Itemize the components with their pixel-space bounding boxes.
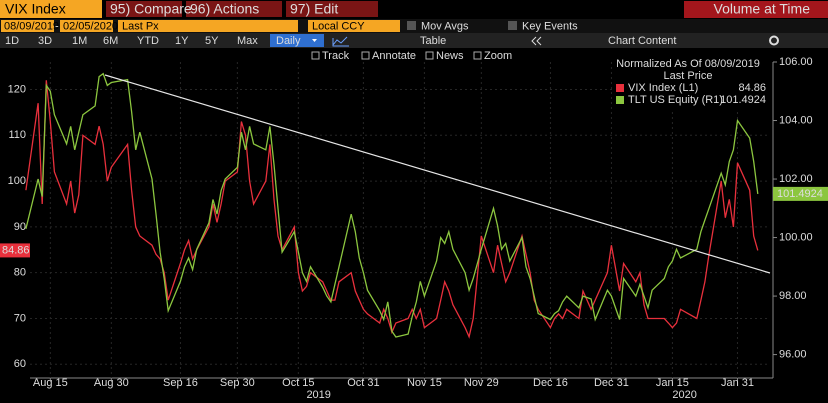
year-label: 2019 (306, 389, 330, 401)
y2-tick-label: 102.00 (779, 173, 813, 185)
x-tick-label: Jan 15 (656, 377, 689, 389)
y-tick-label: 70 (14, 312, 26, 324)
ticker: VIX Index (5, 1, 66, 17)
collapse-icon[interactable] (531, 36, 542, 46)
legend-title: Normalized As Of 08/09/2019 (616, 58, 760, 70)
y-tick-label: 90 (14, 221, 26, 233)
period-button[interactable]: YTD (137, 35, 159, 47)
tool-icon (473, 51, 482, 60)
dropdown-arrow (312, 39, 317, 42)
x-tick-label: Aug 15 (33, 377, 68, 389)
legend-swatch (616, 96, 624, 104)
chart-type-icon[interactable] (332, 36, 349, 47)
y2-tick-label: 104.00 (779, 114, 813, 126)
y2-tick-label: 100.00 (779, 231, 813, 243)
last-value-box (0, 243, 30, 258)
period-button[interactable]: 3D (38, 35, 52, 47)
tool-button[interactable]: Track (322, 50, 350, 62)
volume-button[interactable] (684, 1, 828, 18)
x-tick-label: Dec 31 (594, 377, 629, 389)
periods: 1D 3D 1M 6M YTD 1Y 5Y Max (5, 35, 258, 47)
tool-icon (425, 51, 434, 60)
checkbox[interactable] (407, 21, 416, 30)
separator: - (55, 20, 59, 32)
settings-icon[interactable] (769, 35, 779, 46)
trend-line (104, 74, 771, 274)
period-button[interactable]: 1D (5, 35, 19, 47)
x-tick-label: Dec 16 (533, 377, 568, 389)
chart-content[interactable]: Chart Content (608, 35, 676, 47)
last-value: 84.86 (2, 244, 30, 256)
tools: Track Annotate News Zoom (311, 50, 512, 62)
legend-swatch (616, 84, 624, 92)
field: Last Px (122, 20, 159, 32)
date-field[interactable] (60, 20, 113, 32)
x-tick-label: Sep 16 (163, 377, 198, 389)
legend-value: 101.4924 (720, 94, 766, 106)
currency: Local CCY (312, 20, 365, 32)
date-field[interactable] (1, 20, 54, 32)
x-tick-label: Nov 29 (464, 377, 499, 389)
menu: 96) Actions (190, 1, 259, 17)
y-tick-label: 110 (8, 129, 26, 141)
period-button[interactable]: 5Y (205, 35, 219, 47)
x-tick-label: Oct 31 (347, 377, 379, 389)
field-select[interactable] (118, 20, 298, 32)
x-tick-label: Jan 31 (721, 377, 754, 389)
checkbox[interactable] (508, 21, 517, 30)
table-button[interactable]: Table (420, 35, 446, 47)
tool-button[interactable]: Annotate (372, 50, 416, 62)
y2-tick-label: 106.00 (779, 56, 813, 68)
period-bar (0, 33, 828, 48)
legend (612, 56, 770, 110)
tool-icon (361, 51, 370, 60)
option: Mov Avgs (421, 20, 469, 32)
menu: 97) Edit (290, 1, 338, 17)
volume-at-time: Volume at Time (714, 1, 811, 17)
period-button[interactable]: Max (237, 35, 258, 47)
y-tick-label: 100 (8, 175, 26, 187)
last-value-box (773, 186, 828, 201)
period-button[interactable]: 1M (72, 35, 87, 47)
tool-icon (311, 51, 320, 60)
y-tick-label: 80 (14, 267, 26, 279)
period-button[interactable]: 1Y (175, 35, 189, 47)
series-line (25, 80, 759, 339)
y2-tick-label: 98.00 (779, 290, 807, 302)
option: Key Events (522, 20, 578, 32)
legend-entries: VIX Index (L1) 84.86 TLT US Equity (R1)101… (616, 82, 766, 106)
menu-button[interactable] (286, 1, 378, 17)
tool-button[interactable]: Zoom (484, 50, 512, 62)
period-button[interactable]: 6M (103, 35, 118, 47)
y2-tick-label: 96.00 (779, 348, 807, 360)
series-line (25, 72, 759, 338)
legend-label: VIX Index (L1) (628, 82, 698, 94)
currency-select[interactable] (308, 20, 400, 32)
frequency-button[interactable] (270, 34, 324, 47)
legend-value: 84.86 (738, 82, 766, 94)
x-tick-label: Nov 15 (407, 377, 442, 389)
y-tick-label: 120 (8, 83, 26, 95)
legend-label: TLT US Equity (R1) (628, 94, 723, 106)
legend-subtitle: Last Price (664, 70, 713, 82)
x-tick-label: Sep 30 (220, 377, 255, 389)
end-date: 02/05/2020 (63, 20, 118, 32)
frequency: Daily (276, 35, 301, 47)
year-label: 2020 (672, 389, 696, 401)
x-tick-label: Aug 30 (94, 377, 129, 389)
start-date: 08/09/2019 (4, 20, 59, 32)
x-tick-label: Oct 15 (282, 377, 314, 389)
menu-button[interactable] (106, 1, 182, 17)
last-value: 101.4924 (777, 188, 823, 200)
ticker-box[interactable] (0, 0, 102, 18)
y-tick-label: 60 (14, 358, 26, 370)
menu-button[interactable] (186, 1, 282, 17)
tool-button[interactable]: News (436, 50, 464, 62)
plot: 60 70 80 90 100 110 120 96.00 98.00 100.00 102.00 1… (0, 56, 828, 401)
menu: 95) Compare (110, 1, 192, 17)
